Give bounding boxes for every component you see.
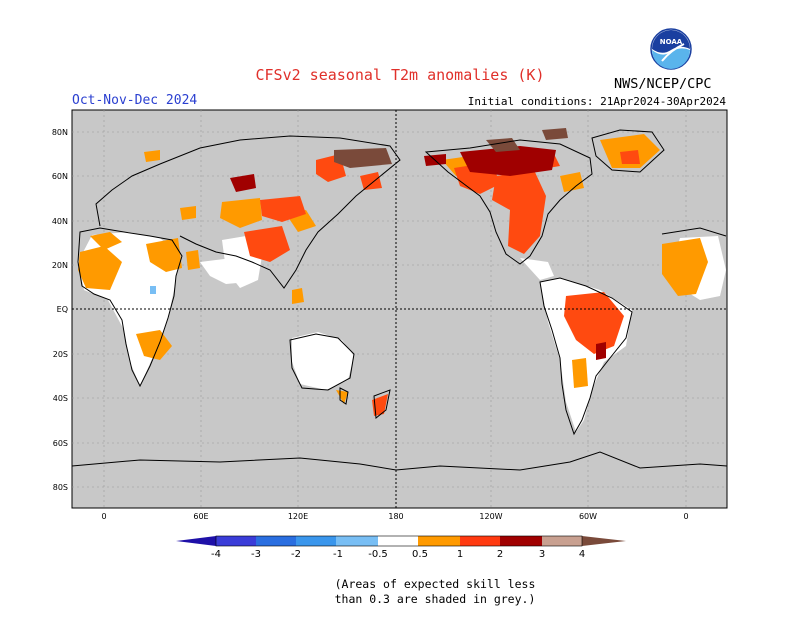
lat-label: 60N xyxy=(52,172,68,181)
latitude-labels: 80N 60N 40N 20N EQ 20S 40S 60S 80S xyxy=(52,128,68,492)
lat-label: 60S xyxy=(53,439,68,448)
anomaly-1-to-2 xyxy=(244,150,640,416)
colorbar-swatch xyxy=(460,536,500,546)
colorbar-label: 3 xyxy=(539,549,545,560)
lat-label: 20S xyxy=(53,350,68,359)
anomaly-2-to-3 xyxy=(230,146,606,360)
lon-label: 0 xyxy=(101,512,106,521)
colorbar-swatch xyxy=(216,536,256,546)
colorbar-label: -4 xyxy=(211,549,221,560)
lon-label: 180 xyxy=(388,512,403,521)
lon-label: 0 xyxy=(683,512,688,521)
coastlines xyxy=(71,129,728,471)
noaa-logo-text: NOAA xyxy=(660,38,683,46)
colorbar-label: 1 xyxy=(457,549,463,560)
map-title: CFSv2 seasonal T2m anomalies (K) xyxy=(255,66,545,84)
lat-label: 80N xyxy=(52,128,68,137)
lon-label: 60E xyxy=(193,512,208,521)
lon-label: 60W xyxy=(579,512,597,521)
colorbar: -4 -3 -2 -1 -0.5 0.5 1 2 3 4 xyxy=(176,535,626,560)
colorbar-swatch xyxy=(336,536,378,546)
lat-label: 40N xyxy=(52,217,68,226)
colorbar-label: 2 xyxy=(497,549,503,560)
lat-label: 40S xyxy=(53,394,68,403)
colorbar-label: -1 xyxy=(333,549,343,560)
colorbar-arrow-left xyxy=(176,536,216,546)
colorbar-swatch xyxy=(418,536,460,546)
lat-label: 20N xyxy=(52,261,68,270)
anomaly-0-5-to-1 xyxy=(78,134,708,404)
lon-label: 120W xyxy=(479,512,502,521)
lat-label: 80S xyxy=(53,483,68,492)
colorbar-swatch xyxy=(500,536,542,546)
initial-conditions: Initial conditions: 21Apr2024-30Apr2024 xyxy=(467,95,726,108)
colorbar-label: 4 xyxy=(579,549,585,560)
anomaly-negative xyxy=(150,286,156,294)
colorbar-label: -3 xyxy=(251,549,261,560)
anomaly-3-to-4 xyxy=(334,128,568,168)
colorbar-swatch xyxy=(256,536,296,546)
lon-label: 120E xyxy=(288,512,308,521)
longitude-labels: 0 60E 120E 180 120W 60W 0 xyxy=(101,512,688,521)
colorbar-label: 0.5 xyxy=(412,549,428,560)
colorbar-arrow-right xyxy=(582,536,626,546)
colorbar-swatch xyxy=(378,536,418,546)
noaa-logo: NOAA xyxy=(650,28,692,70)
colorbar-label: -2 xyxy=(291,549,301,560)
skill-note-line1: (Areas of expected skill less xyxy=(334,577,536,591)
skill-note-line2: than 0.3 are shaded in grey.) xyxy=(334,592,536,606)
colorbar-swatch xyxy=(296,536,336,546)
forecast-period: Oct-Nov-Dec 2024 xyxy=(72,93,198,108)
colorbar-label: -0.5 xyxy=(368,549,388,560)
agency-label: NWS/NCEP/CPC xyxy=(614,76,712,92)
colorbar-swatch xyxy=(542,536,582,546)
lat-label: EQ xyxy=(57,305,68,314)
